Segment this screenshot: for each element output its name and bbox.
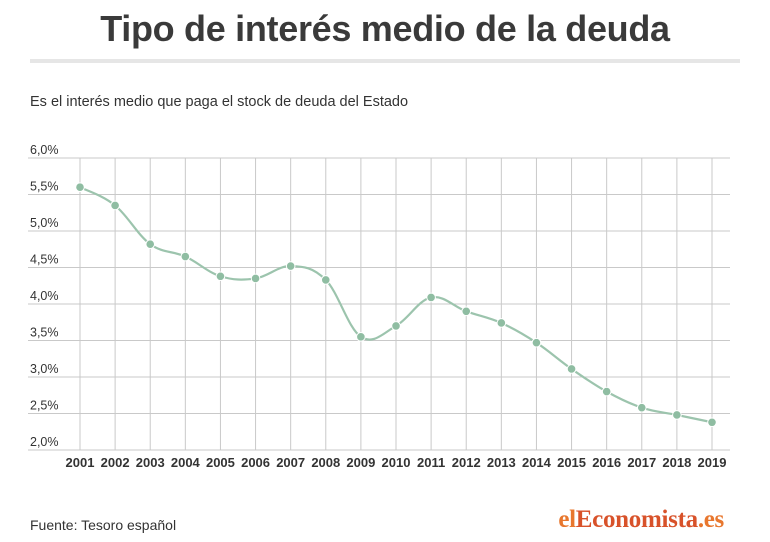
y-tick-label: 2,5% bbox=[30, 399, 59, 413]
data-point bbox=[461, 306, 472, 317]
y-tick-label: 2,0% bbox=[30, 435, 59, 449]
data-point bbox=[426, 292, 436, 303]
x-tick-label: 2019 bbox=[698, 455, 727, 470]
x-tick-label: 2006 bbox=[241, 455, 270, 470]
y-tick-label: 3,5% bbox=[30, 326, 59, 340]
data-point bbox=[285, 261, 296, 271]
y-tick-label: 3,0% bbox=[30, 362, 59, 376]
x-tick-label: 2015 bbox=[557, 455, 586, 470]
publisher-logo: elEconomista.es bbox=[558, 506, 724, 534]
data-point bbox=[496, 318, 507, 328]
y-tick-label: 4,0% bbox=[30, 289, 59, 303]
logo-suffix: .es bbox=[697, 506, 724, 533]
x-tick-label: 2012 bbox=[452, 455, 481, 470]
x-tick-label: 2010 bbox=[382, 455, 411, 470]
data-point bbox=[672, 410, 682, 420]
chart-title: Tipo de interés medio de la deuda bbox=[100, 8, 670, 49]
x-tick-label: 2013 bbox=[487, 455, 516, 470]
title-divider bbox=[30, 59, 740, 63]
x-tick-label: 2008 bbox=[311, 455, 340, 470]
data-point bbox=[75, 182, 85, 192]
data-point bbox=[601, 386, 612, 397]
x-tick-label: 2018 bbox=[662, 455, 691, 470]
logo-prefix: el bbox=[558, 506, 576, 533]
x-tick-label: 2017 bbox=[627, 455, 656, 470]
data-point bbox=[356, 332, 366, 342]
data-point bbox=[180, 251, 191, 262]
x-tick-label: 2002 bbox=[101, 455, 130, 470]
y-tick-label: 5,0% bbox=[30, 216, 59, 230]
x-tick-label: 2007 bbox=[276, 455, 305, 470]
data-point bbox=[531, 337, 542, 348]
data-point bbox=[145, 239, 156, 249]
source-note: Fuente: Tesoro español bbox=[30, 517, 177, 533]
data-point bbox=[636, 402, 647, 413]
data-point bbox=[110, 200, 120, 211]
data-point bbox=[707, 417, 717, 428]
x-tick-label: 2016 bbox=[592, 455, 621, 470]
x-tick-label: 2003 bbox=[136, 455, 165, 470]
data-point bbox=[250, 273, 261, 284]
data-point bbox=[566, 364, 577, 374]
chart-subtitle: Es el interés medio que paga el stock de… bbox=[30, 94, 409, 110]
x-tick-label: 2014 bbox=[522, 455, 552, 470]
x-tick-label: 2005 bbox=[206, 455, 235, 470]
data-point bbox=[215, 271, 226, 282]
y-tick-label: 4,5% bbox=[30, 253, 59, 267]
x-tick-label: 2004 bbox=[171, 455, 201, 470]
x-tick-label: 2009 bbox=[346, 455, 375, 470]
data-point bbox=[320, 275, 331, 285]
y-tick-label: 6,0% bbox=[30, 143, 59, 157]
logo-name: Economista bbox=[575, 506, 698, 533]
x-tick-label: 2001 bbox=[66, 455, 95, 470]
data-point bbox=[391, 321, 401, 331]
y-tick-label: 5,5% bbox=[30, 180, 59, 194]
x-tick-label: 2011 bbox=[417, 455, 445, 470]
